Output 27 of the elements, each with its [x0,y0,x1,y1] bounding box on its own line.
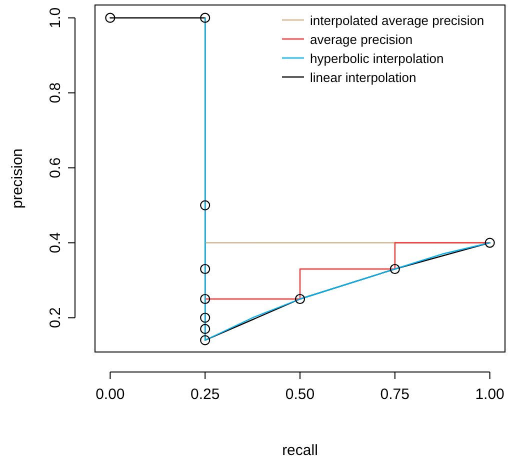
y-tick-label: 0.4 [47,232,64,254]
x-tick-label: 0.75 [380,386,410,403]
point [200,335,210,346]
x-tick-label: 0.00 [96,386,125,403]
legend-label: average precision [310,32,413,47]
point [294,294,306,304]
point [390,264,400,274]
y-tick-label: 1.0 [47,7,64,28]
point [200,264,210,274]
x-tick-label: 1.00 [475,386,504,403]
point [200,12,210,23]
point [200,324,210,334]
point [484,238,495,248]
y-axis-title: precision [9,148,26,209]
legend-label: linear interpolation [310,70,416,85]
x-tick-label: 0.50 [285,386,315,403]
point [200,312,210,323]
point [200,200,210,210]
y-tick-label: 0.6 [47,157,64,178]
legend-label: interpolated average precision [310,13,484,28]
point [200,294,210,304]
point [105,12,116,23]
y-tick-label: 0.2 [47,307,64,328]
y-tick-label: 0.8 [47,82,64,104]
legend-label: hyperbolic interpolation [310,51,444,66]
x-tick-label: 0.25 [190,386,220,403]
x-axis-title: recall [282,442,318,459]
